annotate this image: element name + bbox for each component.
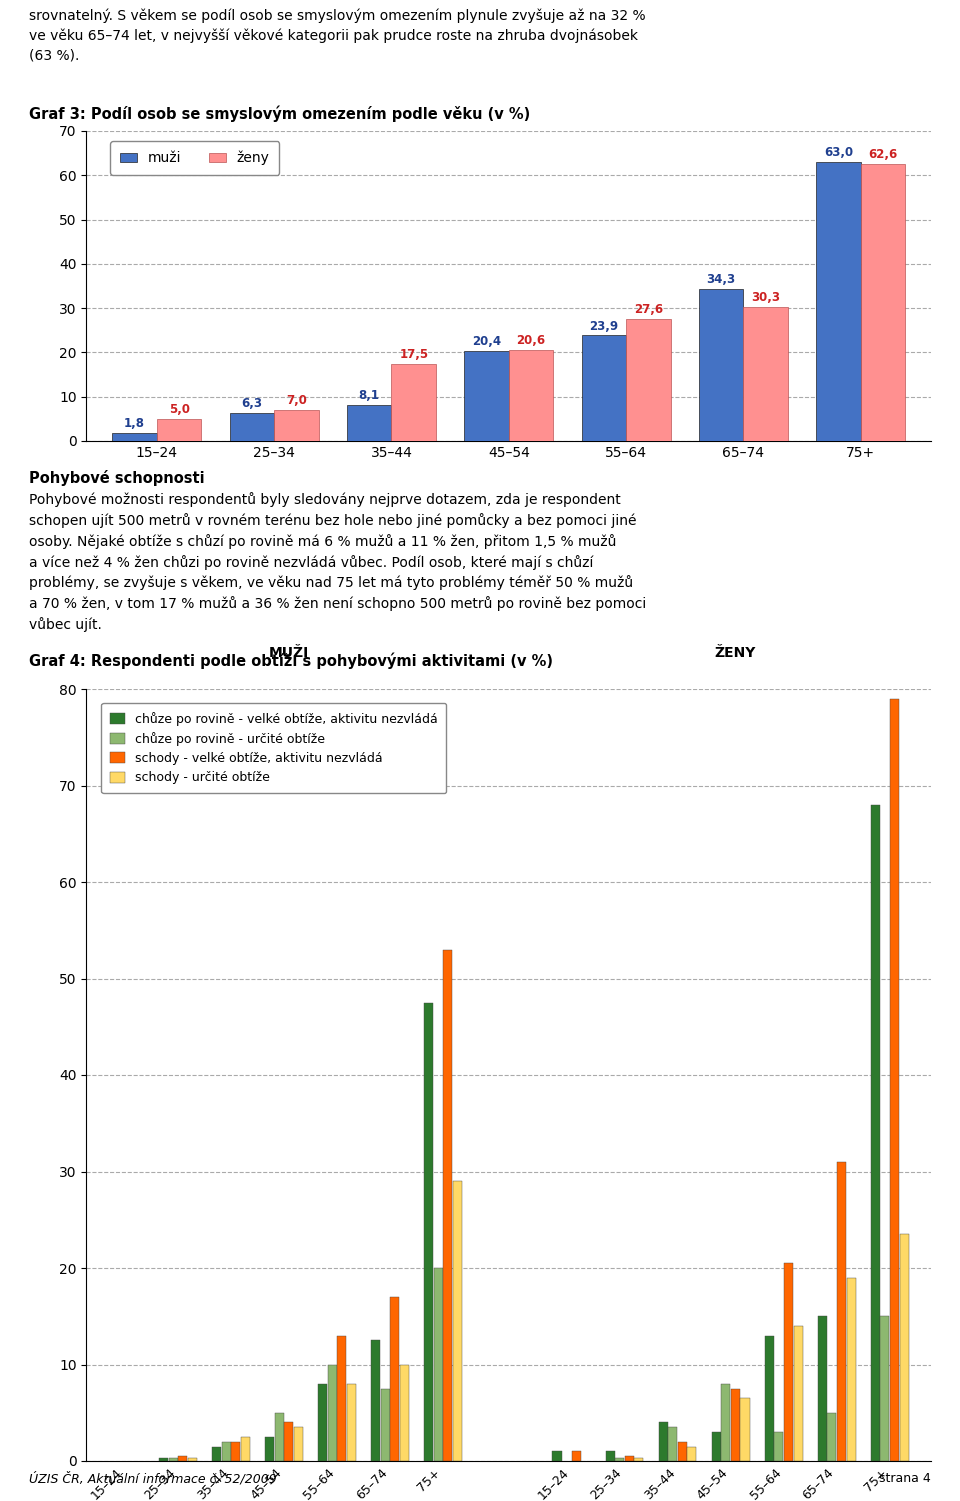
Bar xyxy=(275,410,319,441)
Bar xyxy=(169,1457,178,1460)
Bar xyxy=(444,950,452,1460)
Bar xyxy=(678,1441,686,1460)
Text: 34,3: 34,3 xyxy=(707,273,735,287)
Bar xyxy=(816,162,861,441)
Text: 8,1: 8,1 xyxy=(359,389,379,402)
Text: 7,0: 7,0 xyxy=(286,395,307,407)
Bar xyxy=(222,1441,230,1460)
Bar xyxy=(794,1325,803,1460)
Bar xyxy=(890,698,899,1460)
Bar xyxy=(188,1457,197,1460)
Text: 30,3: 30,3 xyxy=(752,291,780,305)
Bar xyxy=(721,1384,731,1460)
Bar xyxy=(381,1388,390,1460)
Bar xyxy=(687,1447,697,1460)
Bar xyxy=(818,1316,827,1460)
Bar xyxy=(572,1451,581,1460)
Bar xyxy=(112,432,156,441)
Text: Pohybové schopnosti: Pohybové schopnosti xyxy=(29,470,204,486)
Bar xyxy=(392,363,436,441)
Bar xyxy=(509,350,553,441)
Bar xyxy=(784,1264,793,1460)
Text: MUŽI: MUŽI xyxy=(269,645,309,660)
Text: 6,3: 6,3 xyxy=(241,398,262,410)
Bar xyxy=(327,1364,337,1460)
Bar xyxy=(347,1384,356,1460)
Text: srovnatelný. S věkem se podíl osob se smyslovým omezením plynule zvyšuje až na 3: srovnatelný. S věkem se podíl osob se sm… xyxy=(29,8,645,62)
Bar xyxy=(434,1268,443,1460)
Bar xyxy=(453,1181,462,1460)
Bar xyxy=(275,1412,284,1460)
Bar xyxy=(347,405,392,441)
Bar xyxy=(156,419,202,441)
Text: Pohybové možnosti respondentů byly sledovány nejprve dotazem, zda je respondent: Pohybové možnosti respondentů byly sledo… xyxy=(29,492,620,507)
Text: a 70 % žen, v tom 17 % mužů a 36 % žen není schopno 500 metrů po rovině bez pomo: a 70 % žen, v tom 17 % mužů a 36 % žen n… xyxy=(29,596,646,611)
Bar xyxy=(847,1277,855,1460)
Text: Graf 3: Podíl osob se smyslovým omezením podle věku (v %): Graf 3: Podíl osob se smyslovým omezením… xyxy=(29,105,530,122)
Text: 20,4: 20,4 xyxy=(472,335,501,348)
Text: 27,6: 27,6 xyxy=(634,303,663,317)
Bar xyxy=(880,1316,889,1460)
Text: schopen ujít 500 metrů v rovném terénu bez hole nebo jiné pomůcky a bez pomoci j: schopen ujít 500 metrů v rovném terénu b… xyxy=(29,513,636,528)
Bar xyxy=(659,1423,667,1460)
Bar xyxy=(861,164,905,441)
Text: 5,0: 5,0 xyxy=(169,404,189,416)
Text: 1,8: 1,8 xyxy=(124,417,145,431)
Bar xyxy=(635,1457,643,1460)
Bar xyxy=(743,306,788,441)
Bar xyxy=(318,1384,327,1460)
Text: osoby. Nějaké obtíže s chůzí po rovině má 6 % mužů a 11 % žen, přitom 1,5 % mužů: osoby. Nějaké obtíže s chůzí po rovině m… xyxy=(29,534,616,549)
Text: vůbec ujít.: vůbec ujít. xyxy=(29,617,102,632)
Text: 20,6: 20,6 xyxy=(516,335,545,347)
Bar xyxy=(231,1441,240,1460)
Bar xyxy=(626,318,671,441)
Text: 23,9: 23,9 xyxy=(589,320,618,333)
Bar xyxy=(871,805,879,1460)
Text: ŽENY: ŽENY xyxy=(714,645,756,660)
Bar xyxy=(284,1423,294,1460)
Bar xyxy=(159,1457,168,1460)
Bar xyxy=(699,290,743,441)
Bar xyxy=(400,1364,409,1460)
Bar xyxy=(900,1234,908,1460)
Text: a více než 4 % žen chůzi po rovině nezvládá vůbec. Podíl osob, které mají s chůz: a více než 4 % žen chůzi po rovině nezvl… xyxy=(29,554,593,569)
Bar xyxy=(625,1456,634,1460)
Bar xyxy=(764,1336,774,1460)
Bar xyxy=(465,351,509,441)
Text: strana 4: strana 4 xyxy=(879,1472,931,1486)
Bar xyxy=(668,1427,677,1460)
Bar xyxy=(731,1388,740,1460)
Legend: chůze po rovině - velké obtíže, aktivitu nezvládá, chůze po rovině - určité obtí: chůze po rovině - velké obtíže, aktivitu… xyxy=(101,702,446,793)
Text: 62,6: 62,6 xyxy=(869,149,898,161)
Text: ÚZIS ČR, Aktuální informace č. 52/2009: ÚZIS ČR, Aktuální informace č. 52/2009 xyxy=(29,1472,276,1486)
Bar xyxy=(265,1436,275,1460)
Text: Graf 4: Respondenti podle obtíží s pohybovými aktivitami (v %): Graf 4: Respondenti podle obtíží s pohyb… xyxy=(29,653,553,669)
Text: 63,0: 63,0 xyxy=(824,146,853,159)
Text: 17,5: 17,5 xyxy=(399,348,428,360)
Bar xyxy=(582,335,626,441)
Bar xyxy=(179,1456,187,1460)
Bar xyxy=(391,1297,399,1460)
Bar xyxy=(424,1003,433,1460)
Bar xyxy=(229,413,275,441)
Bar xyxy=(837,1162,846,1460)
Bar xyxy=(372,1340,380,1460)
Text: problémy, se zvyšuje s věkem, ve věku nad 75 let má tyto problémy téměř 50 % muž: problémy, se zvyšuje s věkem, ve věku na… xyxy=(29,575,633,590)
Bar xyxy=(711,1432,721,1460)
Bar xyxy=(828,1412,836,1460)
Bar xyxy=(294,1427,303,1460)
Bar xyxy=(606,1451,614,1460)
Bar xyxy=(212,1447,221,1460)
Bar xyxy=(774,1432,783,1460)
Legend: muži, ženy: muži, ženy xyxy=(110,141,279,176)
Bar xyxy=(740,1399,750,1460)
Bar xyxy=(553,1451,562,1460)
Bar xyxy=(615,1457,624,1460)
Bar xyxy=(241,1436,250,1460)
Bar xyxy=(337,1336,347,1460)
